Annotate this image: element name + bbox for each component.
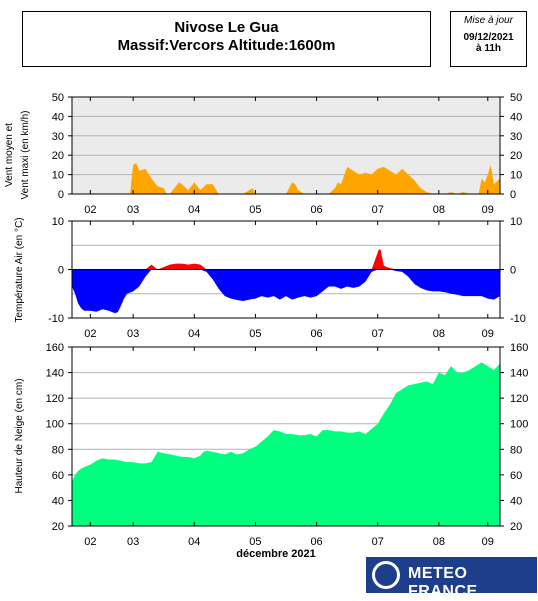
y-tick-label: 50	[510, 92, 522, 104]
x-tick-label: 08	[433, 204, 445, 216]
y-tick-label: 120	[510, 393, 528, 405]
y-tick-label: 140	[46, 368, 64, 380]
x-tick-label: 07	[372, 536, 384, 548]
x-tick-label: 09	[482, 328, 494, 340]
y-tick-label: 40	[510, 111, 522, 123]
title-box: Nivose Le Gua Massif:Vercors Altitude:16…	[22, 11, 431, 67]
plot-frame	[71, 96, 501, 195]
y-tick-label: 50	[52, 92, 64, 104]
x-tick-label: 05	[249, 536, 261, 548]
x-tick-label: 04	[188, 536, 200, 548]
station-subtitle: Massif:Vercors Altitude:1600m	[117, 37, 336, 54]
x-tick-label: 06	[310, 204, 322, 216]
x-tick-label: 08	[433, 328, 445, 340]
y-tick-label: 100	[46, 419, 64, 431]
x-tick-label: 02	[84, 328, 96, 340]
x-tick-label: 03	[127, 536, 139, 548]
plot-frame	[71, 346, 501, 527]
logo-text: METEO FRANCE	[408, 565, 478, 600]
update-date: 09/12/2021	[463, 32, 514, 43]
update-time: à 11h	[475, 43, 502, 54]
station-title: Nivose Le Gua	[174, 19, 279, 36]
y-tick-label: 160	[46, 342, 64, 354]
y-tick-label: 80	[510, 444, 522, 456]
x-tick-label: 07	[372, 204, 384, 216]
y-tick-label: 0	[58, 189, 64, 201]
y-tick-label: 30	[52, 131, 64, 143]
x-tick-label: 09	[482, 536, 494, 548]
y-tick-label: 60	[52, 470, 64, 482]
y-tick-label: 20	[52, 521, 64, 533]
x-tick-label: 02	[84, 536, 96, 548]
x-tick-label: 06	[310, 536, 322, 548]
y-tick-label: 0	[510, 189, 516, 201]
x-tick-label: 02	[84, 204, 96, 216]
x-tick-label: 05	[249, 204, 261, 216]
meteo-france-logo: METEO FRANCE	[366, 557, 537, 600]
x-axis-label: décembre 2021	[236, 548, 316, 560]
temperature-positive-area	[72, 249, 500, 270]
x-tick-label: 08	[433, 536, 445, 548]
x-tick-label: 04	[188, 204, 200, 216]
x-tick-label: 06	[310, 328, 322, 340]
snow-depth-area	[72, 362, 500, 526]
y-tick-label: 10	[52, 170, 64, 182]
x-tick-label: 07	[372, 328, 384, 340]
y-tick-label: -10	[48, 313, 64, 325]
y-tick-label: 80	[52, 444, 64, 456]
y-tick-label: 40	[52, 111, 64, 123]
y-axis-label: Température Air (en °C)	[14, 217, 25, 322]
x-tick-label: 04	[188, 328, 200, 340]
y-axis-label: Vent moyen et	[4, 123, 15, 187]
y-tick-label: 20	[510, 521, 522, 533]
y-tick-label: 10	[510, 170, 522, 182]
y-tick-label: -10	[510, 313, 526, 325]
y-axis-label: Vent maxi (en km/h)	[20, 111, 31, 200]
y-axis-label: Hauteur de Neige (en cm)	[14, 378, 25, 493]
y-tick-label: 10	[52, 216, 64, 228]
y-tick-label: 120	[46, 393, 64, 405]
y-tick-label: 40	[510, 495, 522, 507]
y-tick-label: 0	[58, 265, 64, 277]
x-tick-label: 03	[127, 328, 139, 340]
y-tick-label: 10	[510, 216, 522, 228]
wind-area	[72, 162, 500, 194]
y-tick-label: 160	[510, 342, 528, 354]
x-tick-label: 09	[482, 204, 494, 216]
update-label: Mise à jour	[464, 15, 513, 26]
y-tick-label: 0	[510, 265, 516, 277]
x-tick-label: 03	[127, 204, 139, 216]
y-tick-label: 20	[510, 150, 522, 162]
logo-emblem-icon	[372, 561, 400, 589]
y-tick-label: 60	[510, 470, 522, 482]
x-tick-label: 05	[249, 328, 261, 340]
temperature-negative-area	[72, 269, 500, 314]
y-tick-label: 40	[52, 495, 64, 507]
y-tick-label: 140	[510, 368, 528, 380]
y-tick-label: 20	[52, 150, 64, 162]
y-tick-label: 30	[510, 131, 522, 143]
y-tick-label: 100	[510, 419, 528, 431]
update-box: Mise à jour 09/12/2021 à 11h	[450, 11, 527, 67]
